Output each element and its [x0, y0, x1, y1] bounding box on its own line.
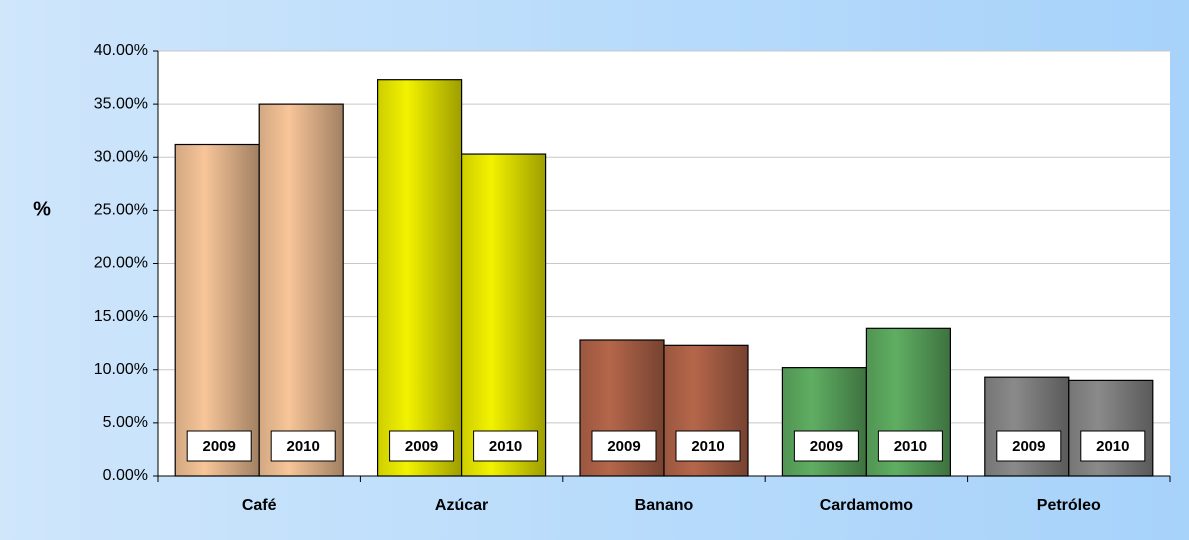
x-tick-label: Petróleo [1037, 497, 1101, 514]
series-label-box [591, 430, 657, 462]
series-label: 2009 [607, 438, 640, 455]
x-tick-label: Banano [635, 497, 694, 514]
series-label-box [1080, 430, 1146, 462]
series-label-box [389, 430, 455, 462]
y-tick-label: 20.00% [94, 255, 148, 272]
y-tick-label: 10.00% [94, 361, 148, 378]
series-label-box [186, 430, 252, 462]
x-tick-label: Azúcar [435, 497, 488, 514]
x-tick-label: Cardamomo [820, 497, 914, 514]
series-label: 2010 [489, 438, 522, 455]
y-tick-label: 35.00% [94, 95, 148, 112]
bar-shade [1068, 380, 1153, 476]
series-label: 2010 [894, 438, 927, 455]
y-tick-label: 25.00% [94, 202, 148, 219]
series-label: 2009 [810, 438, 843, 455]
series-label: 2010 [287, 438, 320, 455]
series-label: 2009 [1012, 438, 1045, 455]
series-label: 2009 [203, 438, 236, 455]
y-tick-label: 0.00% [103, 467, 148, 484]
series-label: 2009 [405, 438, 438, 455]
y-tick-label: 15.00% [94, 308, 148, 325]
bar-shade [259, 104, 344, 476]
y-tick-label: 40.00% [94, 42, 148, 59]
series-label-box [473, 430, 539, 462]
series-label: 2010 [1096, 438, 1129, 455]
series-label: 2010 [691, 438, 724, 455]
y-tick-label: 30.00% [94, 148, 148, 165]
series-label-box [996, 430, 1062, 462]
bar-shade [175, 144, 260, 476]
series-label-box [877, 430, 943, 462]
y-tick-label: 5.00% [103, 414, 148, 431]
series-label-box [793, 430, 859, 462]
bar-shade [377, 79, 462, 476]
x-tick-label: Café [242, 497, 277, 514]
series-label-box [270, 430, 336, 462]
y-axis-label: % [33, 198, 51, 220]
series-label-box [675, 430, 741, 462]
bar-shade [461, 154, 546, 476]
